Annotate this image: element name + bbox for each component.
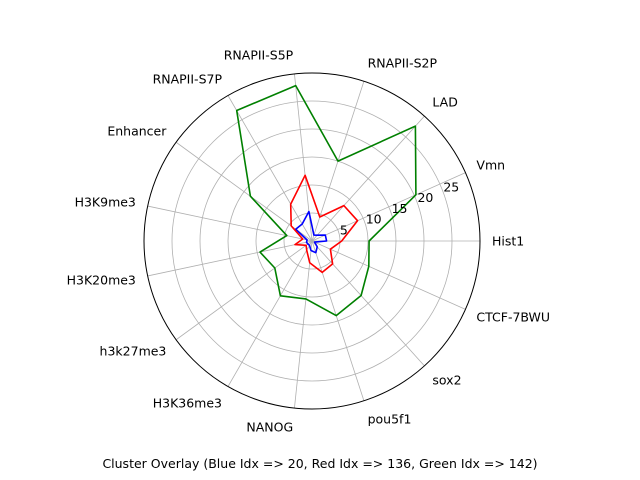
category-label: RNAPII-S5P bbox=[224, 48, 294, 63]
angular-gridline bbox=[311, 240, 466, 310]
category-label: Vmn bbox=[476, 157, 505, 172]
category-label: NANOG bbox=[246, 420, 293, 435]
category-label: sox2 bbox=[432, 373, 461, 388]
radar-grid bbox=[147, 73, 480, 409]
radial-tick-label: 15 bbox=[392, 201, 408, 216]
series-line bbox=[294, 210, 328, 254]
angular-gridline bbox=[175, 141, 313, 242]
radial-tick-label: 25 bbox=[443, 179, 459, 194]
category-label: H3K36me3 bbox=[153, 395, 222, 410]
category-label: CTCF-7BWU bbox=[476, 310, 550, 325]
category-label: pou5f1 bbox=[368, 411, 412, 426]
radial-tick-label: 20 bbox=[417, 190, 433, 205]
angular-gridline bbox=[147, 240, 313, 277]
category-label: LAD bbox=[432, 95, 457, 110]
angular-gridline bbox=[294, 240, 313, 409]
category-label: Enhancer bbox=[107, 124, 167, 139]
category-label: Hist1 bbox=[492, 234, 524, 249]
category-label: H3K20me3 bbox=[67, 272, 136, 287]
category-label: h3k27me3 bbox=[100, 343, 167, 358]
angular-gridline bbox=[147, 205, 313, 242]
category-label: RNAPII-S2P bbox=[368, 56, 438, 71]
radar-series bbox=[235, 84, 417, 317]
radar-frame bbox=[143, 72, 481, 410]
category-label: H3K9me3 bbox=[75, 195, 136, 210]
angular-gridline bbox=[311, 240, 365, 401]
radial-tick-label: 5 bbox=[340, 222, 348, 237]
angular-gridline bbox=[175, 240, 313, 341]
radial-tick-label: 10 bbox=[366, 212, 382, 227]
angular-gridline bbox=[227, 95, 313, 242]
radar-labels: 5 10 15 20 25 Hist1 Vmn LAD RNAPII-S2P RNAPII-S5P… bbox=[67, 48, 550, 435]
angular-gridline bbox=[227, 240, 313, 387]
angular-gridline bbox=[311, 172, 466, 242]
category-label: RNAPII-S7P bbox=[153, 72, 223, 87]
series-line bbox=[289, 174, 359, 274]
series-line bbox=[235, 84, 417, 317]
angular-gridline bbox=[311, 240, 425, 367]
angular-gridline bbox=[311, 115, 425, 242]
chart-caption: Cluster Overlay (Blue Idx => 20, Red Idx… bbox=[102, 456, 538, 471]
